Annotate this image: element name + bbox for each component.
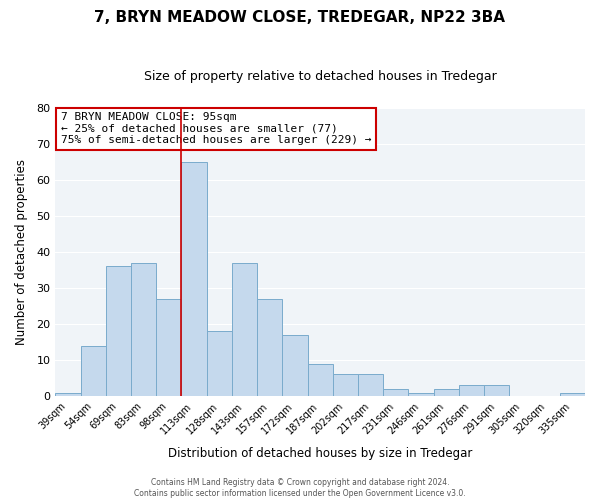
Bar	[283, 335, 308, 396]
Bar	[434, 389, 459, 396]
Bar	[409, 392, 434, 396]
X-axis label: Distribution of detached houses by size in Tredegar: Distribution of detached houses by size …	[168, 447, 472, 460]
Bar	[131, 263, 156, 396]
Bar	[333, 374, 358, 396]
Bar	[80, 346, 106, 396]
Bar	[55, 392, 80, 396]
Bar	[358, 374, 383, 396]
Bar	[156, 299, 181, 396]
Text: Contains HM Land Registry data © Crown copyright and database right 2024.
Contai: Contains HM Land Registry data © Crown c…	[134, 478, 466, 498]
Bar	[484, 386, 509, 396]
Bar	[459, 386, 484, 396]
Bar	[308, 364, 333, 396]
Bar	[383, 389, 409, 396]
Text: 7, BRYN MEADOW CLOSE, TREDEGAR, NP22 3BA: 7, BRYN MEADOW CLOSE, TREDEGAR, NP22 3BA	[95, 10, 505, 25]
Bar	[560, 392, 585, 396]
Bar	[232, 263, 257, 396]
Title: Size of property relative to detached houses in Tredegar: Size of property relative to detached ho…	[144, 70, 497, 83]
Y-axis label: Number of detached properties: Number of detached properties	[15, 159, 28, 345]
Bar	[106, 266, 131, 396]
Text: 7 BRYN MEADOW CLOSE: 95sqm
← 25% of detached houses are smaller (77)
75% of semi: 7 BRYN MEADOW CLOSE: 95sqm ← 25% of deta…	[61, 112, 371, 146]
Bar	[206, 331, 232, 396]
Bar	[257, 299, 283, 396]
Bar	[181, 162, 206, 396]
